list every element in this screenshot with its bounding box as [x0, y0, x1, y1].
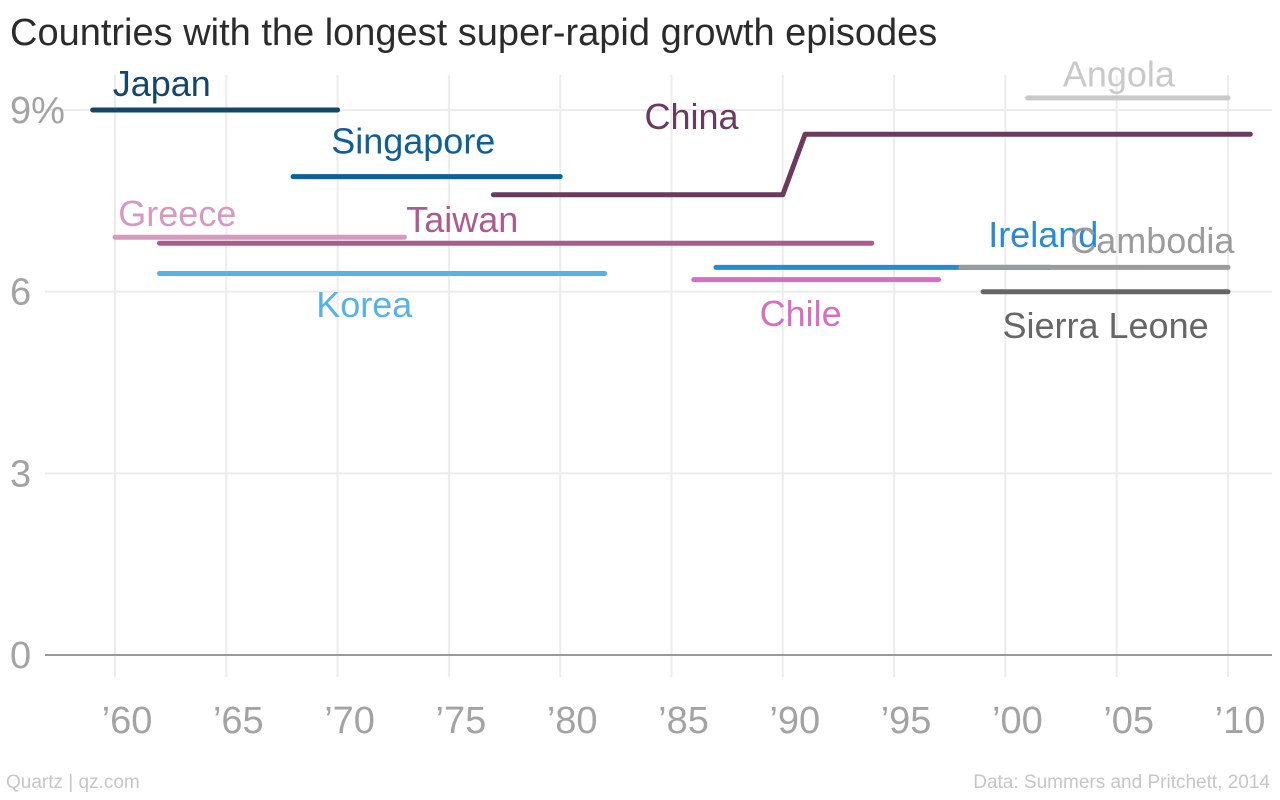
y-tick-label: 6: [10, 272, 31, 314]
axis-layer: ’60 ’65 ’70 ’75 ’80 ’85 ’90 ’95 ’00 ’05 ’10 0 3 6 9%: [10, 90, 1265, 742]
series-label-singapore: Singapore: [331, 120, 495, 161]
x-tick-label: ’75: [436, 700, 487, 742]
series-label-angola: Angola: [1063, 54, 1176, 95]
label-layer: Japan Singapore China Angola Greece Taiwan Ire…: [113, 54, 1236, 346]
x-tick-label: ’00: [992, 700, 1043, 742]
series-label-china: China: [645, 96, 740, 137]
chart-canvas: ’60 ’65 ’70 ’75 ’80 ’85 ’90 ’95 ’00 ’05 ’10 0 3 6 9% J…: [10, 54, 1272, 742]
x-tick-label: ’95: [881, 700, 932, 742]
series-label-taiwan: Taiwan: [406, 199, 518, 240]
x-tick-label: ’90: [769, 700, 820, 742]
y-tick-label: 9%: [10, 90, 65, 132]
series-label-chile: Chile: [760, 293, 842, 334]
series-label-japan: Japan: [113, 63, 211, 104]
x-tick-label: ’65: [213, 700, 264, 742]
y-tick-label: 3: [10, 453, 31, 495]
series-label-cambodia: Cambodia: [1070, 220, 1235, 261]
series-line-china: [490, 131, 1253, 198]
footer-source-right: Data: Summers and Pritchett, 2014: [973, 772, 1270, 793]
series-label-sierra-leone: Sierra Leone: [1002, 305, 1208, 346]
series-label-korea: Korea: [316, 284, 413, 325]
x-tick-label: ’05: [1103, 700, 1154, 742]
series-label-ireland: Ireland: [988, 214, 1098, 255]
series-layer: [90, 95, 1253, 295]
x-tick-label: ’60: [102, 700, 153, 742]
footer-source-left: Quartz | qz.com: [6, 772, 140, 793]
chart-title: Countries with the longest super-rapid g…: [10, 12, 938, 54]
series-label-greece: Greece: [118, 193, 236, 234]
x-tick-label: ’70: [324, 700, 375, 742]
x-tick-label: ’85: [658, 700, 709, 742]
x-tick-label: ’10: [1215, 700, 1266, 742]
grid-layer: [45, 75, 1272, 677]
x-tick-label: ’80: [547, 700, 598, 742]
y-tick-label: 0: [10, 635, 31, 677]
